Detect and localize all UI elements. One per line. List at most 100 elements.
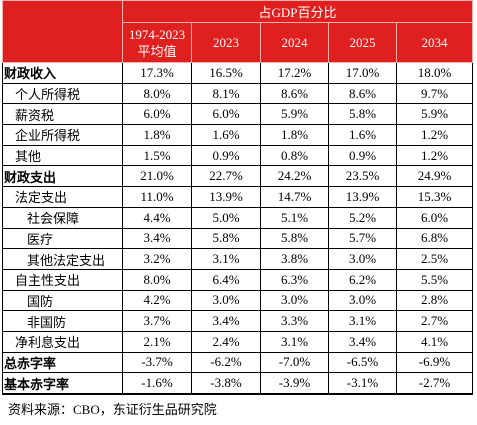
cell-value: 21.0% (122, 165, 192, 188)
table-row: 国防 4.2% 3.0% 3.0% 3.0% 2.8% (2, 289, 474, 312)
cell-value: 1.5% (122, 144, 192, 167)
cell-value: 5.0% (191, 206, 261, 229)
table-row: 总赤字率 -3.7% -6.2% -7.0% -6.5% -6.9% (2, 351, 474, 374)
column-header: 2025 (328, 22, 397, 63)
cell-value: 6.0% (395, 206, 474, 229)
cell-value: 2.7% (395, 310, 474, 332)
row-label: 净利息支出 (2, 330, 123, 353)
row-label: 财政收入 (2, 62, 123, 84)
cell-value: 1.6% (191, 124, 261, 146)
row-label: 国防 (2, 289, 123, 312)
table-row: 个人所得税 8.0% 8.1% 8.6% 8.6% 9.7% (2, 82, 474, 105)
cell-value: 3.0% (328, 248, 397, 270)
cell-value: 5.8% (260, 227, 329, 250)
table-row: 非国防 3.7% 3.4% 3.3% 3.1% 2.7% (2, 310, 474, 332)
cell-value: 13.9% (328, 186, 397, 208)
cell-value: 8.0% (122, 268, 192, 291)
cell-value: 5.8% (328, 103, 397, 126)
cell-value: 23.5% (328, 165, 397, 188)
cell-value: 24.2% (260, 165, 329, 188)
cell-value: 6.4% (191, 268, 261, 291)
cell-value: 3.0% (328, 289, 397, 312)
row-label: 企业所得税 (2, 124, 123, 146)
table-row: 自主性支出 8.0% 6.4% 6.3% 6.2% 5.5% (2, 268, 474, 291)
cell-value: 17.2% (260, 62, 329, 84)
table-row: 财政支出 21.0% 22.7% 24.2% 23.5% 24.9% (2, 165, 474, 188)
cell-value: 0.9% (191, 144, 261, 167)
table-row: 净利息支出 2.1% 2.4% 3.1% 3.4% 4.1% (2, 330, 474, 353)
row-label: 社会保障 (2, 206, 123, 229)
cell-value: 6.0% (122, 103, 192, 126)
cell-value: 6.2% (328, 268, 397, 291)
column-header-line: 2024 (281, 35, 308, 50)
cell-value: 3.7% (122, 310, 192, 332)
cell-value: 15.3% (395, 186, 474, 208)
cell-value: 5.7% (328, 227, 397, 250)
cell-value: 1.2% (395, 144, 474, 167)
cell-value: 8.6% (260, 82, 329, 105)
cell-value: -6.2% (191, 351, 261, 374)
column-header-line: 2023 (213, 35, 239, 50)
row-label: 基本赤字率 (2, 372, 123, 396)
cell-value: 24.9% (395, 165, 474, 188)
cell-value: 9.7% (395, 82, 474, 105)
cell-value: 5.1% (260, 206, 329, 229)
table-wrap: 占GDP百分比 1974-2023 平均值 2023 2024 2025 2034 财政收… (2, 0, 474, 396)
table-row: 基本赤字率 -1.6% -3.8% -3.9% -3.1% -2.7% (2, 372, 474, 396)
cell-value: 16.5% (191, 62, 261, 84)
cell-value: -6.9% (395, 351, 474, 374)
cell-value: 3.3% (260, 310, 329, 332)
table-row: 医疗 3.4% 5.8% 5.8% 5.7% 6.8% (2, 227, 474, 250)
row-label: 总赤字率 (2, 351, 123, 374)
cell-value: 1.8% (122, 124, 192, 146)
column-header-line: 2025 (349, 35, 376, 50)
footnote: 资料来源：CBO，东证衍生品研究院 (8, 402, 217, 417)
cell-value: 0.8% (260, 144, 329, 167)
cell-value: 8.1% (191, 82, 261, 105)
cell-value: 0.9% (328, 144, 397, 167)
row-label: 医疗 (2, 227, 123, 250)
cell-value: 5.2% (328, 206, 397, 229)
cell-value: 2.4% (191, 330, 261, 353)
cell-value: 13.9% (191, 186, 261, 208)
column-header-line: 2034 (421, 35, 448, 50)
cell-value: 17.3% (122, 62, 192, 84)
cell-value: -2.7% (395, 372, 474, 396)
cell-value: -6.5% (328, 351, 397, 374)
cell-value: 5.5% (395, 268, 474, 291)
cell-value: 3.2% (122, 248, 192, 270)
cell-value: -3.7% (122, 351, 192, 374)
cell-value: -3.8% (191, 372, 261, 396)
cell-value: -7.0% (260, 351, 329, 374)
cell-value: 5.8% (191, 227, 261, 250)
table-row: 其他法定支出 3.2% 3.1% 3.8% 3.0% 2.5% (2, 248, 474, 270)
cell-value: 6.0% (191, 103, 261, 126)
cell-value: 1.6% (328, 124, 397, 146)
cell-value: 2.5% (395, 248, 474, 270)
table-row: 财政收入 17.3% 16.5% 17.2% 17.0% 18.0% (2, 62, 474, 84)
column-header: 2024 (260, 22, 329, 63)
cell-value: 1.8% (260, 124, 329, 146)
cell-value: 3.1% (191, 248, 261, 270)
cell-value: -3.9% (260, 372, 329, 396)
cell-value: 3.8% (260, 248, 329, 270)
fiscal-table: 占GDP百分比 1974-2023 平均值 2023 2024 2025 2034 财政收… (2, 0, 474, 396)
cell-value: -3.1% (328, 372, 397, 396)
cell-value: 5.9% (395, 103, 474, 126)
cell-value: 22.7% (191, 165, 261, 188)
cell-value: 14.7% (260, 186, 329, 208)
column-header: 1974-2023 平均值 (122, 22, 192, 63)
table-row: 薪资税 6.0% 6.0% 5.9% 5.8% 5.9% (2, 103, 474, 126)
cell-value: 1.2% (395, 124, 474, 146)
cell-value: 11.0% (122, 186, 192, 208)
cell-value: 3.0% (191, 289, 261, 312)
cell-value: 3.4% (191, 310, 261, 332)
cell-value: 6.8% (395, 227, 474, 250)
cell-value: 3.1% (260, 330, 329, 353)
table-row: 企业所得税 1.8% 1.6% 1.8% 1.6% 1.2% (2, 124, 474, 146)
cell-value: 3.0% (260, 289, 329, 312)
cell-value: 3.4% (122, 227, 192, 250)
table-row: 法定支出 11.0% 13.9% 14.7% 13.9% 15.3% (2, 186, 474, 208)
row-label: 法定支出 (2, 186, 123, 208)
